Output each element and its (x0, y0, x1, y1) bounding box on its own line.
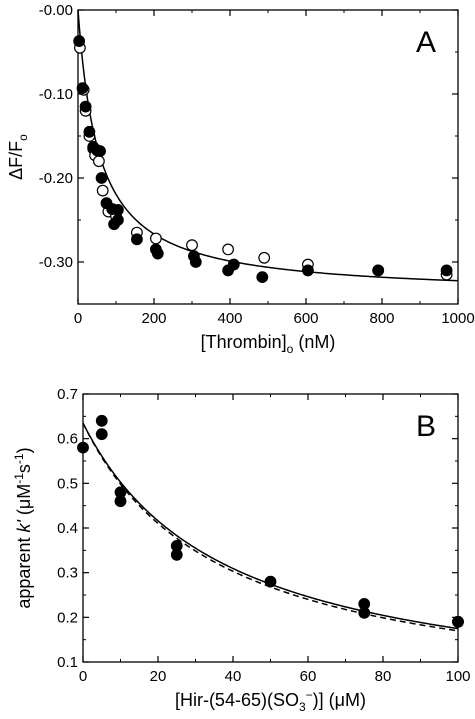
y-tick-label: 0.1 (57, 654, 78, 671)
data-point-filled (302, 264, 314, 277)
axis-label-part: o (287, 342, 294, 356)
y-tick-label: -0.30 (39, 254, 73, 271)
data-point-open (96, 184, 109, 197)
data-point-filled (227, 258, 240, 271)
y-tick-label: 0.6 (57, 431, 78, 448)
data-point-open (186, 239, 198, 252)
axis-label-part: -1 (12, 453, 26, 464)
x-axis-label: [Thrombin]o (nM) (201, 332, 336, 356)
axis-label-part: -1 (12, 473, 26, 484)
axis-label-part: [Thrombin] (201, 332, 287, 352)
data-point-open (92, 155, 105, 168)
axis-label-part: (nM) (293, 332, 335, 352)
fit-line (77, 9, 459, 282)
data-point-filled (79, 100, 92, 113)
data-point-filled (95, 414, 108, 427)
data-point-filled (111, 214, 124, 226)
axis-label-part: − (306, 688, 313, 702)
data-point-filled (256, 271, 269, 284)
axis-label-part: apparent (14, 533, 34, 609)
y-tick-label: 0.4 (57, 520, 78, 537)
x-tick-label: 0 (79, 668, 87, 685)
axis-label-part: ) (14, 447, 34, 453)
data-point-open (149, 232, 162, 245)
data-point-filled (73, 35, 86, 47)
x-tick-label: 800 (369, 310, 394, 327)
panel-label: A (416, 26, 436, 59)
axis-label-part: k' (14, 520, 34, 533)
x-tick-label: 200 (141, 310, 166, 327)
x-tick-label: 60 (300, 668, 317, 685)
y-tick-label: -0.10 (39, 86, 73, 103)
x-tick-label: 0 (74, 310, 82, 327)
chart-panel-b: 0 20 40 60 80 100 0.1 0.2 0.3 0.4 0.5 0.6 0.7 B [Hir-(… (12, 386, 471, 714)
fit-line-dashed (82, 422, 459, 632)
x-axis-label: [Hir-(54-65)(SO3−)] (μM) (175, 688, 366, 714)
x-tick-label: 600 (293, 310, 318, 327)
data-point-filled (130, 233, 143, 246)
axis-label-part: s (14, 464, 34, 473)
data-point-filled (372, 264, 385, 277)
data-point-filled (77, 441, 89, 454)
data-point-filled (94, 145, 106, 158)
fit-line (82, 422, 459, 630)
y-axis-label: apparent k' (μM-1s-1) (12, 447, 34, 608)
axis-label-part: 3 (299, 700, 306, 714)
data-point-filled (76, 82, 89, 95)
x-tick-label: 40 (225, 668, 242, 685)
x-tick-label: 100 (445, 668, 470, 685)
axis-label-part: )] (μM) (313, 690, 366, 710)
data-point-filled (95, 428, 108, 441)
y-tick-label: 0.3 (57, 565, 78, 582)
data-point-filled (170, 548, 183, 561)
x-tick-label: 400 (217, 310, 242, 327)
x-tick-label: 1000 (441, 310, 474, 327)
data-point-filled (83, 125, 96, 138)
data-point-open (222, 243, 235, 256)
data-point-filled (95, 172, 108, 184)
data-point-filled (111, 204, 124, 216)
x-tick-label: 20 (150, 668, 167, 685)
x-tick-label: 80 (375, 668, 392, 685)
y-tick-label: 0.2 (57, 609, 78, 626)
data-point-filled (114, 495, 127, 508)
data-point-filled (358, 606, 371, 619)
data-point-filled (452, 615, 464, 628)
axis-label-part: (μM (14, 484, 34, 520)
chart-panel-a: 0 200 400 600 800 1000 -0.00 -0.10 -0.20 -0.30 A [T… (6, 2, 475, 356)
data-point-open (258, 251, 271, 264)
axis-label-part: [Hir-(54-65)(SO (175, 690, 299, 710)
y-tick-label: 0.7 (57, 386, 78, 403)
data-point-filled (151, 247, 164, 260)
axis-label-part: ΔF/F (6, 141, 26, 180)
data-point-filled (440, 264, 453, 277)
data-point-filled (189, 256, 202, 268)
data-point-filled (264, 575, 277, 588)
y-tick-label: 0.5 (57, 475, 78, 492)
panel-label: B (416, 410, 436, 443)
y-axis-label: ΔF/Fo (6, 134, 30, 180)
y-tick-label: -0.20 (39, 170, 73, 187)
axis-label-part: o (16, 134, 30, 141)
y-tick-label: -0.00 (39, 2, 73, 19)
